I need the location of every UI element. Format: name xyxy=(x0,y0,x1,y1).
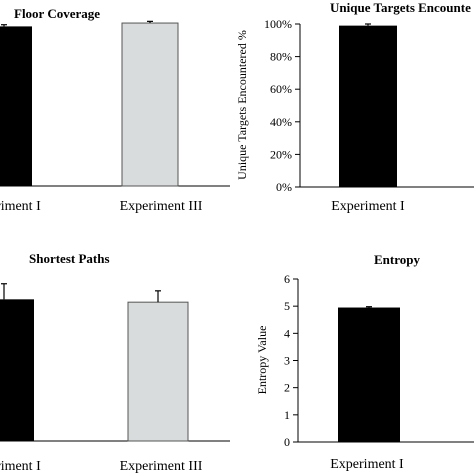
floor-coverage-bar-2 xyxy=(121,22,179,187)
entropy-y-tick-label: 6 xyxy=(284,272,290,286)
floor-coverage-bar-1 xyxy=(0,26,32,187)
unique-targets-bar-1 xyxy=(339,25,397,187)
entropy-y-tick-label: 0 xyxy=(284,435,290,449)
unique-targets-y-tick-label: 100% xyxy=(264,17,292,31)
unique-targets-category-label-1: Experiment I xyxy=(331,199,405,214)
entropy-y-tick-label: 3 xyxy=(284,354,290,368)
unique-targets-y-axis-label: Unique Targets Encountered % xyxy=(235,30,249,180)
floor-coverage-title: Floor Coverage xyxy=(14,6,100,21)
entropy-y-tick-label: 1 xyxy=(284,408,290,422)
shortest-paths-title: Shortest Paths xyxy=(29,251,110,266)
shortest-paths-category-label-2: Experiment III xyxy=(120,459,203,474)
panel-shortest-paths: Shortest Paths Experiment I Experiment I… xyxy=(0,251,230,474)
entropy-y-tick-label: 5 xyxy=(284,299,290,313)
unique-targets-y-tick-label: 40% xyxy=(270,115,292,129)
unique-targets-y-tick-label: 80% xyxy=(270,50,292,64)
floor-coverage-category-label-1: Experiment I xyxy=(0,199,41,214)
entropy-bar-1 xyxy=(338,307,400,442)
entropy-category-label-1: Experiment I xyxy=(330,457,404,472)
panel-entropy: Entropy Entropy Value Experiment I 0 1 2 3 4… xyxy=(255,252,474,472)
floor-coverage-category-label-2: Experiment III xyxy=(120,199,203,214)
unique-targets-y-tick-label: 20% xyxy=(270,147,292,161)
unique-targets-y-tick-label: 0% xyxy=(276,180,292,194)
panel-floor-coverage: Floor Coverage Experiment I Experiment I… xyxy=(0,6,230,214)
panel-unique-targets: Unique Targets Encounte Unique Targets E… xyxy=(235,0,474,214)
unique-targets-y-tick-label: 60% xyxy=(270,82,292,96)
shortest-paths-bar-1 xyxy=(0,299,34,441)
entropy-y-tick-label: 2 xyxy=(284,381,290,395)
shortest-paths-bar-2 xyxy=(127,301,189,442)
entropy-title: Entropy xyxy=(374,252,420,267)
entropy-y-tick-label: 4 xyxy=(284,326,290,340)
unique-targets-title: Unique Targets Encounte xyxy=(330,0,471,15)
shortest-paths-category-label-1: Experiment I xyxy=(0,459,41,474)
entropy-y-axis-label: Entropy Value xyxy=(255,326,269,395)
